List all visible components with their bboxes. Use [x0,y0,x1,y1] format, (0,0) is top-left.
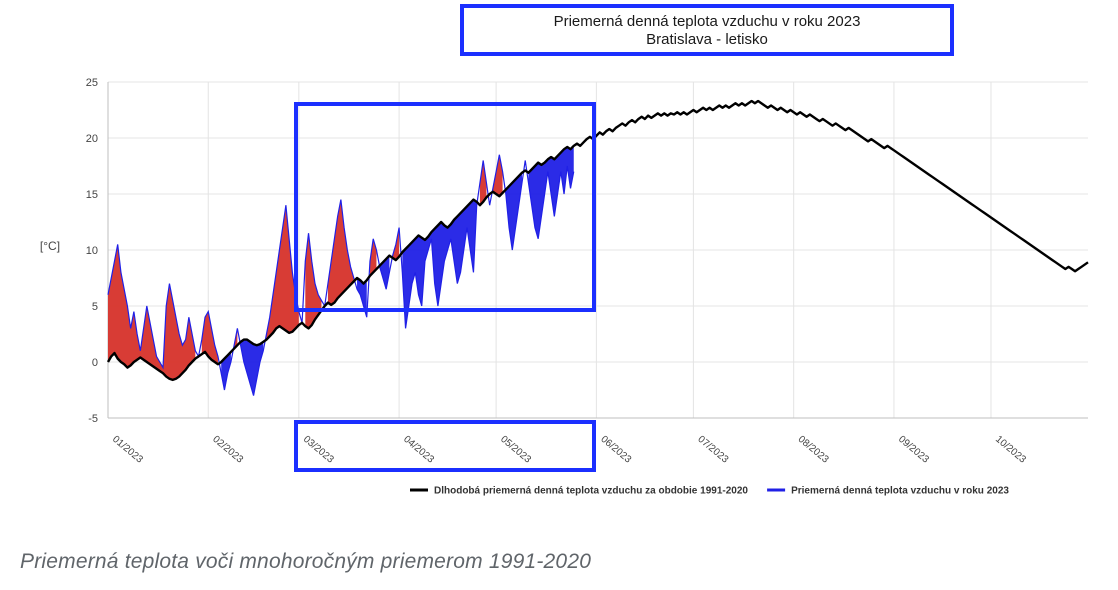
svg-text:06/2023: 06/2023 [598,434,633,466]
svg-text:15: 15 [86,189,98,201]
svg-text:04/2023: 04/2023 [401,434,436,466]
svg-text:0: 0 [92,357,98,369]
chart-container: -5 0 5 10 15 20 25 [°C] 01/2023 02/2023 03/2023 04/… [0,0,1118,520]
svg-text:5: 5 [92,301,98,313]
svg-text:07/2023: 07/2023 [695,434,730,466]
svg-text:Priemerná denná teplota vzduch: Priemerná denná teplota vzduchu v roku 2… [554,13,861,30]
temperature-anomaly-chart: -5 0 5 10 15 20 25 [°C] 01/2023 02/2023 03/2023 04/… [0,0,1118,520]
svg-text:20: 20 [86,133,98,145]
figure-caption: Priemerná teplota voči mnohoročným priem… [20,550,591,574]
svg-text:Priemerná denná teplota vzduch: Priemerná denná teplota vzduchu v roku 2… [791,486,1009,497]
svg-text:01/2023: 01/2023 [110,434,145,466]
svg-text:Bratislava - letisko: Bratislava - letisko [646,31,768,48]
svg-text:[°C]: [°C] [40,239,60,253]
svg-text:03/2023: 03/2023 [301,434,336,466]
svg-text:-5: -5 [88,413,98,425]
svg-text:Dlhodobá priemerná denná teplo: Dlhodobá priemerná denná teplota vzduchu… [434,486,748,497]
svg-text:09/2023: 09/2023 [896,434,931,466]
svg-text:05/2023: 05/2023 [498,434,533,466]
svg-text:25: 25 [86,77,98,89]
svg-text:08/2023: 08/2023 [796,434,831,466]
svg-text:10: 10 [86,245,98,257]
svg-text:02/2023: 02/2023 [210,434,245,466]
svg-text:10/2023: 10/2023 [993,434,1028,466]
